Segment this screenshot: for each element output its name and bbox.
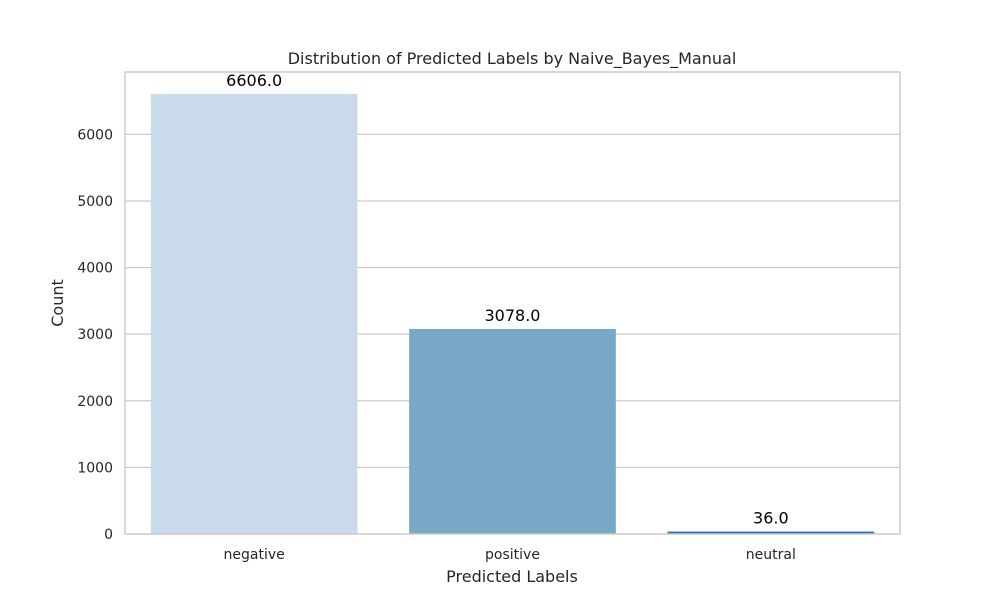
y-tick-label: 5000 — [77, 194, 113, 210]
y-tick-label: 2000 — [77, 394, 113, 410]
chart-title: Distribution of Predicted Labels by Naiv… — [288, 49, 737, 69]
bar-neutral — [667, 531, 875, 534]
x-tick-label-negative: negative — [224, 547, 285, 563]
x-axis-label: Predicted Labels — [446, 567, 578, 586]
data-label-negative: 6606.0 — [226, 71, 282, 90]
x-tick-label-positive: positive — [485, 547, 540, 563]
plot-frame — [124, 71, 901, 535]
bars — [150, 93, 875, 535]
data-label-positive: 3078.0 — [485, 306, 541, 325]
y-tick-label: 1000 — [77, 460, 113, 476]
data-labels: 6606.0 3078.0 36.0 — [226, 71, 788, 528]
bar-positive — [409, 328, 616, 534]
bar-negative — [150, 93, 358, 535]
y-axis-label: Count — [48, 279, 67, 327]
y-tick-label: 0 — [104, 527, 113, 543]
data-label-neutral: 36.0 — [753, 509, 789, 528]
y-tick-label: 3000 — [77, 327, 113, 343]
y-tick-label: 4000 — [77, 261, 113, 277]
y-tick-labels: 0 1000 2000 3000 4000 5000 6000 — [77, 127, 113, 543]
x-tick-labels: negative positive neutral — [224, 547, 796, 563]
y-tick-label: 6000 — [77, 127, 113, 143]
x-tick-label-neutral: neutral — [746, 547, 796, 563]
